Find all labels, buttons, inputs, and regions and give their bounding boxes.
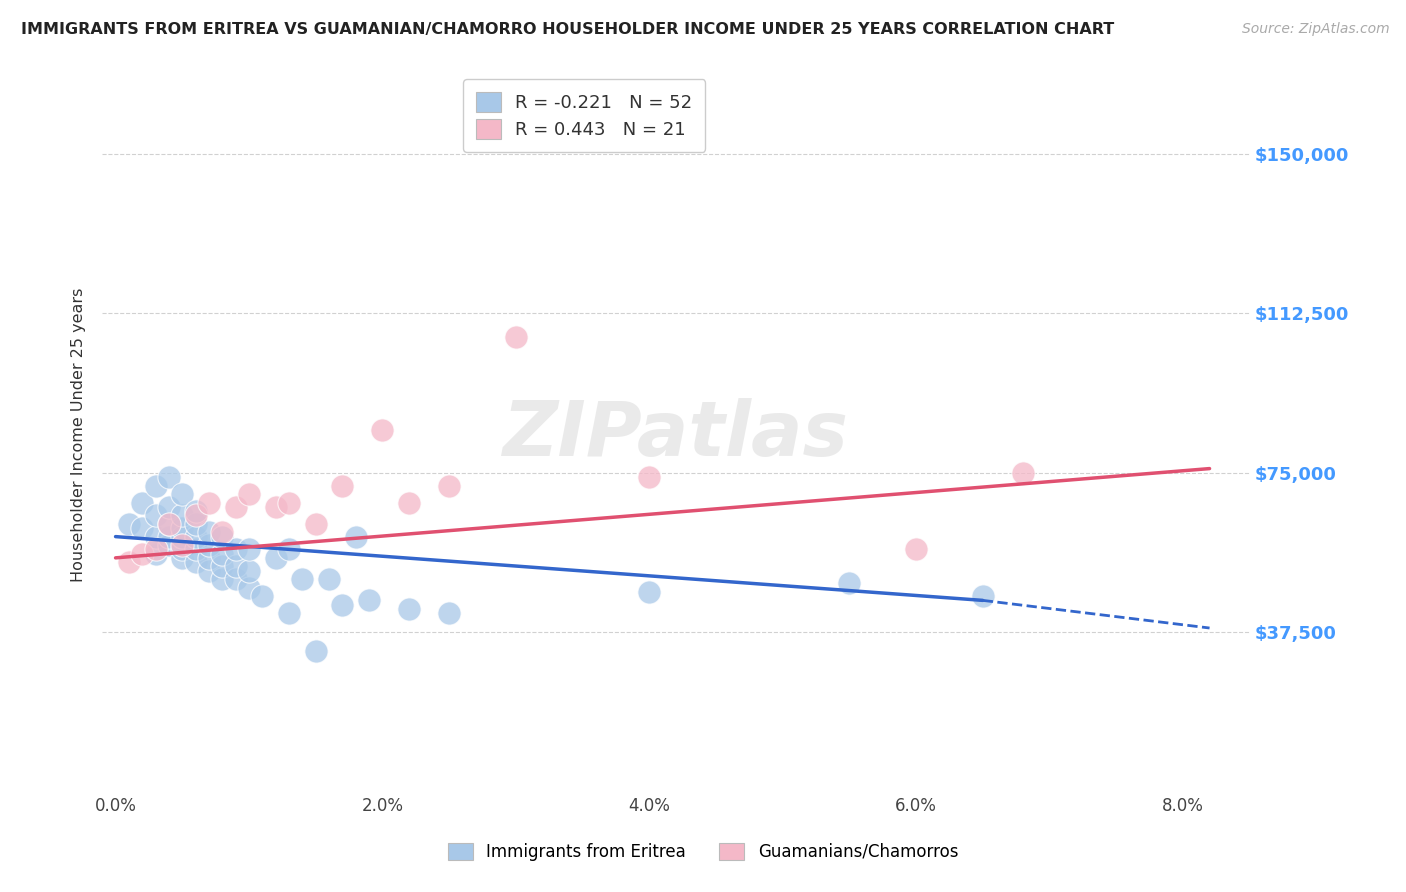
- Point: [145, 508, 167, 523]
- Point: [211, 572, 233, 586]
- Point: [305, 516, 328, 531]
- Legend: Immigrants from Eritrea, Guamanians/Chamorros: Immigrants from Eritrea, Guamanians/Cham…: [441, 836, 965, 868]
- Point: [172, 550, 194, 565]
- Text: Source: ZipAtlas.com: Source: ZipAtlas.com: [1241, 22, 1389, 37]
- Point: [118, 516, 141, 531]
- Point: [145, 530, 167, 544]
- Point: [211, 547, 233, 561]
- Point: [238, 542, 260, 557]
- Point: [225, 559, 247, 574]
- Point: [198, 525, 221, 540]
- Point: [371, 423, 394, 437]
- Point: [278, 495, 301, 509]
- Point: [905, 542, 928, 557]
- Point: [225, 500, 247, 514]
- Point: [291, 572, 314, 586]
- Y-axis label: Householder Income Under 25 years: Householder Income Under 25 years: [72, 287, 86, 582]
- Point: [357, 593, 380, 607]
- Legend: R = -0.221   N = 52, R = 0.443   N = 21: R = -0.221 N = 52, R = 0.443 N = 21: [463, 79, 706, 152]
- Point: [131, 495, 153, 509]
- Point: [198, 538, 221, 552]
- Point: [211, 525, 233, 540]
- Point: [264, 550, 287, 565]
- Point: [398, 602, 420, 616]
- Point: [157, 538, 180, 552]
- Point: [305, 644, 328, 658]
- Point: [172, 538, 194, 552]
- Point: [145, 547, 167, 561]
- Point: [172, 530, 194, 544]
- Point: [838, 576, 860, 591]
- Point: [145, 478, 167, 492]
- Point: [198, 550, 221, 565]
- Point: [145, 542, 167, 557]
- Point: [398, 495, 420, 509]
- Point: [172, 487, 194, 501]
- Point: [172, 542, 194, 557]
- Point: [437, 478, 460, 492]
- Text: ZIPatlas: ZIPatlas: [503, 398, 849, 472]
- Point: [157, 500, 180, 514]
- Point: [344, 530, 367, 544]
- Point: [330, 478, 353, 492]
- Point: [238, 487, 260, 501]
- Point: [184, 555, 207, 569]
- Point: [157, 470, 180, 484]
- Point: [211, 559, 233, 574]
- Point: [278, 606, 301, 620]
- Point: [318, 572, 340, 586]
- Point: [172, 508, 194, 523]
- Point: [330, 598, 353, 612]
- Point: [638, 470, 661, 484]
- Point: [972, 589, 994, 603]
- Point: [131, 521, 153, 535]
- Point: [118, 555, 141, 569]
- Point: [198, 495, 221, 509]
- Point: [437, 606, 460, 620]
- Point: [225, 542, 247, 557]
- Point: [157, 516, 180, 531]
- Point: [184, 516, 207, 531]
- Point: [184, 530, 207, 544]
- Point: [252, 589, 274, 603]
- Point: [198, 564, 221, 578]
- Point: [211, 530, 233, 544]
- Point: [172, 521, 194, 535]
- Text: IMMIGRANTS FROM ERITREA VS GUAMANIAN/CHAMORRO HOUSEHOLDER INCOME UNDER 25 YEARS : IMMIGRANTS FROM ERITREA VS GUAMANIAN/CHA…: [21, 22, 1115, 37]
- Point: [505, 330, 527, 344]
- Point: [184, 508, 207, 523]
- Point: [638, 585, 661, 599]
- Point: [157, 530, 180, 544]
- Point: [238, 581, 260, 595]
- Point: [278, 542, 301, 557]
- Point: [157, 516, 180, 531]
- Point: [184, 504, 207, 518]
- Point: [238, 564, 260, 578]
- Point: [131, 547, 153, 561]
- Point: [264, 500, 287, 514]
- Point: [184, 542, 207, 557]
- Point: [1011, 466, 1033, 480]
- Point: [225, 572, 247, 586]
